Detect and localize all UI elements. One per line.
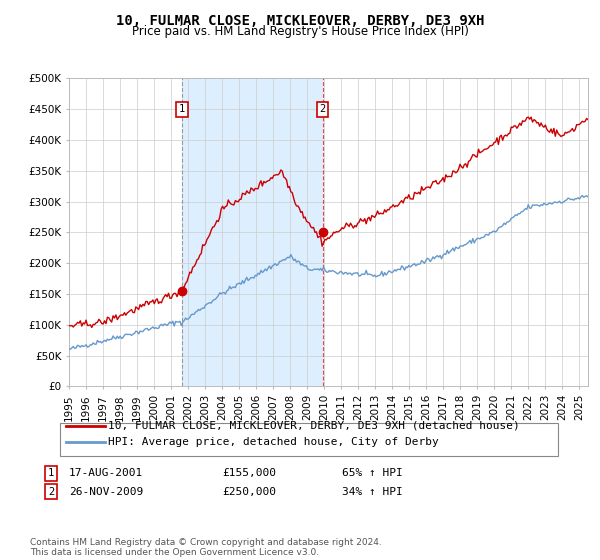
Text: Contains HM Land Registry data © Crown copyright and database right 2024.
This d: Contains HM Land Registry data © Crown c… xyxy=(30,538,382,557)
Text: 17-AUG-2001: 17-AUG-2001 xyxy=(69,468,143,478)
Text: 1: 1 xyxy=(179,104,185,114)
Text: 1: 1 xyxy=(48,468,54,478)
Text: HPI: Average price, detached house, City of Derby: HPI: Average price, detached house, City… xyxy=(108,437,439,447)
Text: 2: 2 xyxy=(319,104,326,114)
Bar xyxy=(182,78,323,386)
Text: 34% ↑ HPI: 34% ↑ HPI xyxy=(342,487,403,497)
Text: 10, FULMAR CLOSE, MICKLEOVER, DERBY, DE3 9XH (detached house): 10, FULMAR CLOSE, MICKLEOVER, DERBY, DE3… xyxy=(108,421,520,431)
Text: £155,000: £155,000 xyxy=(222,468,276,478)
Text: 26-NOV-2009: 26-NOV-2009 xyxy=(69,487,143,497)
Text: Price paid vs. HM Land Registry's House Price Index (HPI): Price paid vs. HM Land Registry's House … xyxy=(131,25,469,38)
Text: 10, FULMAR CLOSE, MICKLEOVER, DERBY, DE3 9XH: 10, FULMAR CLOSE, MICKLEOVER, DERBY, DE3… xyxy=(116,14,484,28)
Text: 2: 2 xyxy=(48,487,54,497)
Text: £250,000: £250,000 xyxy=(222,487,276,497)
Text: 65% ↑ HPI: 65% ↑ HPI xyxy=(342,468,403,478)
